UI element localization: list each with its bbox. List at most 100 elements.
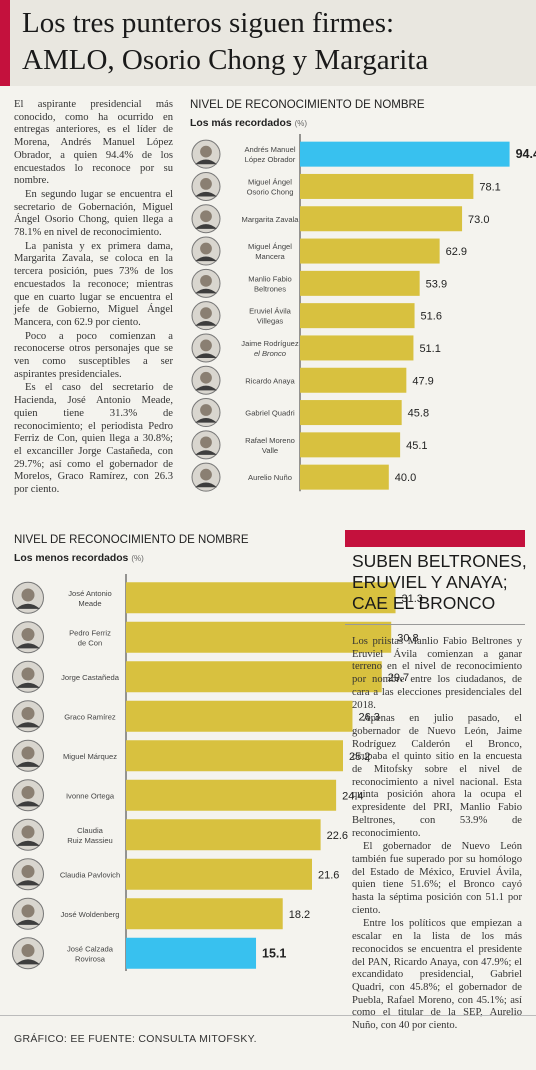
- data-label: 62.9: [446, 246, 467, 258]
- chart-1-title: NIVEL DE RECONOCIMIENTO DE NOMBRE: [190, 99, 425, 111]
- data-label: 29.7: [388, 672, 409, 684]
- portrait-head: [21, 746, 35, 760]
- portrait-shoulders: [195, 191, 217, 197]
- person-portrait-icon: [191, 333, 221, 363]
- portrait-head: [21, 627, 35, 641]
- portrait-shoulders: [195, 353, 217, 359]
- category-label: Miguel Ángel: [248, 177, 292, 186]
- category-label: José Calzada: [67, 944, 114, 953]
- sidebar-title-line: CAE EL BRONCO: [352, 593, 496, 613]
- data-label: 51.1: [419, 343, 440, 355]
- sidebar-title-line: ERUVIEL Y ANAYA;: [352, 572, 508, 592]
- intro-paragraph: En segundo lugar se encuentra el secreta…: [14, 188, 173, 239]
- intro-article: El aspirante presidencial más conocido, …: [14, 99, 173, 498]
- portrait-head: [200, 468, 212, 481]
- category-label: el Bronco: [254, 349, 286, 358]
- portrait-head: [200, 274, 212, 287]
- portrait-shoulders: [195, 385, 217, 391]
- person-portrait-icon: [12, 621, 44, 654]
- bar: [126, 621, 392, 653]
- bar: [300, 303, 415, 329]
- headline-line-2: AMLO, Osorio Chong y Margarita: [22, 44, 429, 76]
- category-label: Jaime Rodríguez: [241, 339, 299, 348]
- sidebar-paragraph: Entre los políticos que empiezan a escal…: [352, 918, 522, 1032]
- person-portrait-icon: [12, 858, 44, 891]
- sidebar-paragraph: Los priistas Manlio Fabio Beltrones y Er…: [352, 636, 522, 711]
- portrait-head: [21, 667, 35, 681]
- portrait-shoulders: [195, 482, 217, 488]
- data-label: 26.3: [358, 711, 379, 723]
- sidebar-paragraph: Apenas en julio pasado, el gobernador de…: [352, 713, 522, 839]
- portrait-shoulders: [15, 722, 41, 728]
- category-label: Rafael Moreno: [245, 436, 295, 445]
- bar: [126, 740, 343, 772]
- intro-paragraph: Poco a poco comienzan a reconocerse otro…: [14, 330, 173, 380]
- person-portrait-icon: [191, 268, 221, 298]
- category-label: Mancera: [255, 252, 285, 261]
- category-label: Rovirosa: [75, 954, 106, 963]
- portrait-head: [200, 339, 212, 352]
- category-label: Andrés Manuel: [244, 145, 295, 154]
- category-label: de Con: [78, 638, 103, 647]
- portrait-head: [200, 210, 212, 223]
- data-label: 18.2: [289, 909, 310, 921]
- headline-line-1: Los tres punteros siguen firmes:: [22, 7, 395, 39]
- bar: [300, 400, 402, 426]
- person-portrait-icon: [12, 660, 44, 693]
- footer-divider: [0, 1015, 536, 1016]
- category-label: Meade: [78, 599, 101, 608]
- chart-1-unit: (%): [294, 119, 308, 128]
- portrait-head: [21, 785, 35, 799]
- person-portrait-icon: [191, 301, 221, 331]
- portrait-head: [200, 436, 212, 449]
- portrait-shoulders: [195, 417, 217, 423]
- data-label: 73.0: [468, 214, 489, 226]
- portrait-shoulders: [15, 801, 41, 807]
- portrait-shoulders: [15, 919, 41, 925]
- category-label: Valle: [262, 446, 278, 455]
- bar: [126, 819, 321, 851]
- person-portrait-icon: [191, 171, 221, 201]
- portrait-head: [21, 904, 35, 918]
- data-label: 94.4: [516, 147, 536, 161]
- bar: [300, 464, 389, 490]
- bar: [300, 141, 510, 167]
- bar: [126, 937, 257, 969]
- person-portrait-icon: [191, 398, 221, 428]
- portrait-head: [200, 145, 212, 158]
- bar: [126, 700, 353, 732]
- sidebar-accent-bar: [345, 530, 525, 547]
- person-portrait-icon: [191, 462, 221, 492]
- category-label: Claudia Pavlovich: [60, 870, 120, 879]
- bar: [126, 898, 283, 930]
- person-portrait-icon: [191, 139, 221, 169]
- category-label: Ricardo Anaya: [245, 376, 295, 385]
- sidebar-paragraph: El gobernador de Nuevo León también fue …: [352, 841, 522, 916]
- portrait-head: [200, 404, 212, 416]
- portrait-shoulders: [195, 256, 217, 262]
- chart-2-unit: (%): [131, 554, 144, 563]
- chart-1-subtitle: Los más recordados (%): [190, 118, 307, 129]
- data-label: 45.1: [406, 440, 427, 452]
- bar: [300, 335, 414, 361]
- data-label: 51.6: [421, 311, 442, 323]
- portrait-shoulders: [15, 603, 41, 609]
- person-portrait-icon: [12, 779, 44, 812]
- portrait-shoulders: [15, 840, 41, 846]
- category-label: Claudia: [77, 826, 104, 835]
- data-label: 53.9: [426, 278, 447, 290]
- bar: [126, 858, 312, 890]
- data-label: 22.6: [327, 830, 348, 842]
- source-credit: GRÁFICO: EE FUENTE: CONSULTA MITOFSKY.: [14, 1033, 257, 1045]
- person-portrait-icon: [12, 739, 44, 772]
- portrait-shoulders: [15, 880, 41, 886]
- portrait-head: [21, 825, 35, 839]
- bar: [300, 206, 463, 232]
- bar: [126, 779, 337, 811]
- category-label: Gabriel Quadri: [245, 409, 295, 418]
- chart-2-subtitle: Los menos recordados (%): [14, 553, 144, 564]
- bar: [300, 432, 401, 458]
- data-label: 15.1: [262, 946, 286, 960]
- data-label: 45.8: [408, 408, 429, 420]
